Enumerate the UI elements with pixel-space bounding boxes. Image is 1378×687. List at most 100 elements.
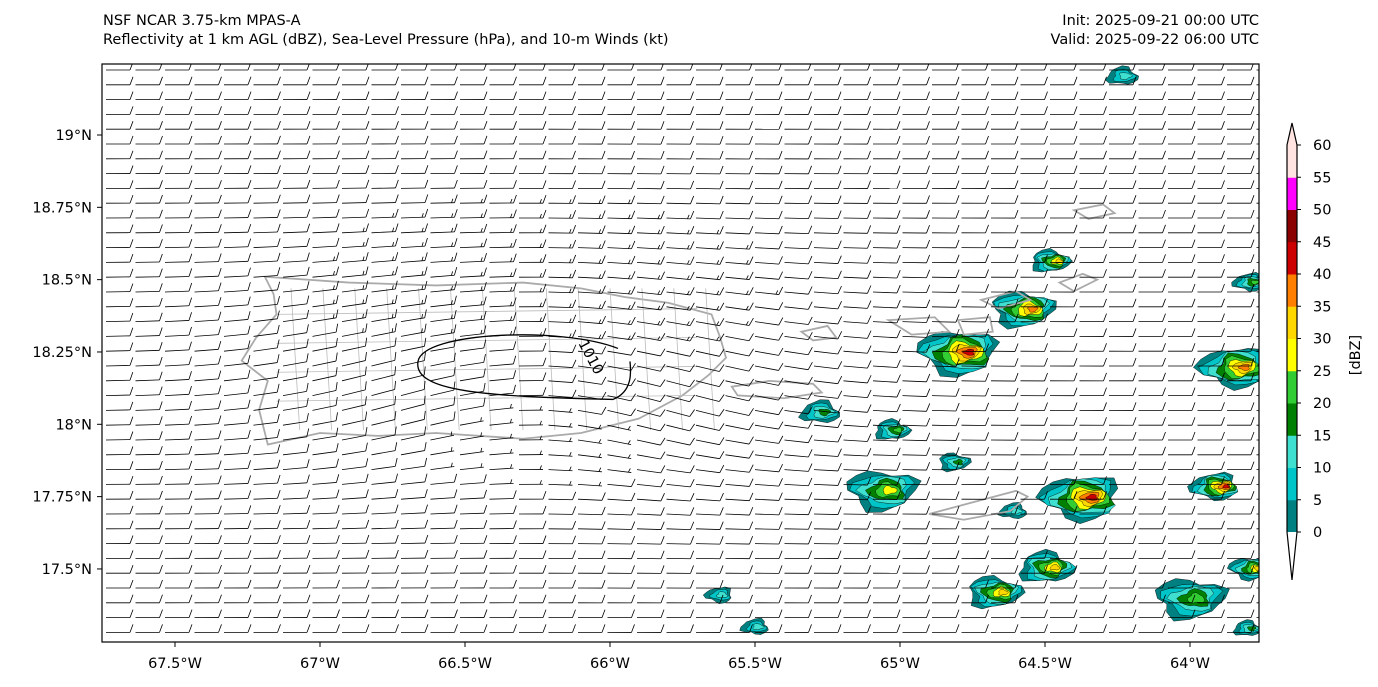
- wind-barb-half: [716, 336, 720, 341]
- wind-barb: [341, 352, 367, 367]
- wind-barb: [400, 223, 428, 234]
- wind-barb-shaft: [636, 528, 662, 530]
- wind-barb-flag: [277, 624, 281, 633]
- wind-barb-shaft: [695, 498, 720, 502]
- wind-barb-flag: [690, 479, 695, 488]
- wind-barb-flag: [631, 579, 635, 589]
- wind-barb: [902, 344, 931, 353]
- wind-barb-flag: [159, 475, 163, 485]
- wind-barb: [1020, 358, 1048, 367]
- wind-barb: [1167, 224, 1196, 234]
- wind-barb: [725, 363, 754, 372]
- wind-barb: [577, 195, 606, 204]
- wind-barb: [1079, 313, 1107, 323]
- wind-barb: [695, 302, 725, 311]
- wind-barb: [1108, 535, 1137, 545]
- wind-barb-shaft: [902, 336, 927, 338]
- wind-barb-flag: [188, 415, 192, 425]
- wind-barb-half: [716, 290, 720, 295]
- wind-barb-flag: [1073, 446, 1078, 455]
- wind-barb: [459, 252, 487, 263]
- wind-barb: [695, 180, 724, 190]
- wind-barb-flag: [542, 609, 547, 618]
- wind-barb-flag: [1103, 461, 1107, 470]
- wind-barb-flag: [778, 594, 783, 603]
- wind-barb-flag: [395, 76, 399, 85]
- wind-barb-flag: [335, 323, 339, 333]
- wind-barb: [164, 209, 193, 219]
- wind-barb-flag: [424, 534, 429, 544]
- wind-barb-shaft: [666, 528, 691, 531]
- wind-barb-shaft: [754, 336, 779, 341]
- wind-barb: [312, 309, 339, 322]
- wind-barb: [1138, 372, 1166, 382]
- wind-barb-flag: [1191, 357, 1196, 367]
- wind-barb-flag: [247, 180, 252, 189]
- wind-barb: [518, 342, 547, 352]
- wind-barb-flag: [778, 150, 783, 160]
- wind-barb: [400, 76, 429, 86]
- wind-barb: [341, 165, 370, 174]
- wind-barb-flag: [719, 451, 725, 459]
- wind-barb-shaft: [577, 380, 602, 385]
- wind-barb: [990, 565, 1019, 574]
- wind-barb: [282, 338, 309, 352]
- wind-barb: [1227, 550, 1255, 559]
- wind-barb-flag: [1014, 387, 1019, 396]
- wind-barb-shaft: [400, 542, 426, 544]
- wind-barb-flag: [1221, 372, 1225, 381]
- wind-barb: [813, 609, 842, 619]
- wind-barb-flag: [985, 209, 989, 219]
- wind-barb-shaft: [872, 484, 898, 486]
- wind-barb-flag: [1221, 64, 1225, 71]
- wind-barb: [1020, 594, 1048, 604]
- wind-barb: [548, 422, 573, 428]
- wind-barb-flag: [1221, 254, 1225, 263]
- wind-barb-shaft: [430, 289, 455, 293]
- wind-barb: [725, 450, 754, 459]
- wind-barb: [1167, 283, 1196, 293]
- wind-barb-shaft: [459, 512, 484, 515]
- wind-barb: [843, 300, 872, 309]
- wind-barb-flag: [660, 225, 665, 235]
- wind-barb-flag: [985, 165, 989, 174]
- wind-barb-flag: [1281, 373, 1284, 381]
- wind-barb-half: [539, 435, 542, 440]
- wind-barb-flag: [1221, 239, 1225, 248]
- wind-barb: [430, 338, 457, 352]
- wind-barb-flag: [218, 430, 222, 439]
- wind-barb-flag: [896, 491, 901, 500]
- wind-barb-flag: [395, 179, 399, 189]
- municipal-border: [577, 288, 588, 431]
- wind-barb-shaft: [400, 481, 425, 485]
- wind-barb: [1197, 224, 1225, 234]
- wind-barb-flag: [394, 442, 398, 451]
- wind-barb-half: [716, 275, 720, 280]
- wind-barb-flag: [985, 505, 989, 515]
- wind-barb: [577, 135, 606, 145]
- wind-barb: [636, 165, 665, 175]
- wind-barb-flag: [454, 150, 458, 159]
- wind-barb: [430, 431, 455, 441]
- wind-barb-flag: [955, 550, 960, 559]
- wind-barb: [1197, 209, 1225, 219]
- wind-barb-half: [450, 300, 453, 305]
- wind-barb-flag: [601, 210, 606, 219]
- wind-barb: [695, 150, 724, 160]
- wind-barb-flag: [985, 328, 989, 337]
- wind-barb: [813, 150, 842, 160]
- wind-barb-flag: [719, 492, 724, 502]
- wind-barb-flag: [808, 550, 812, 559]
- wind-barb: [990, 313, 1019, 323]
- wind-barb-shaft: [489, 290, 514, 293]
- wind-barb-shaft: [784, 365, 809, 371]
- wind-barb-flag: [867, 285, 872, 294]
- wind-barb: [341, 519, 370, 530]
- wind-barb-flag: [572, 374, 577, 383]
- wind-barb-shaft: [872, 336, 897, 339]
- wind-barb-flag: [572, 520, 576, 530]
- wind-barb-flag: [247, 579, 252, 589]
- wind-barb: [164, 282, 193, 293]
- wind-barb: [1167, 298, 1196, 308]
- wind-barb-flag: [749, 271, 754, 280]
